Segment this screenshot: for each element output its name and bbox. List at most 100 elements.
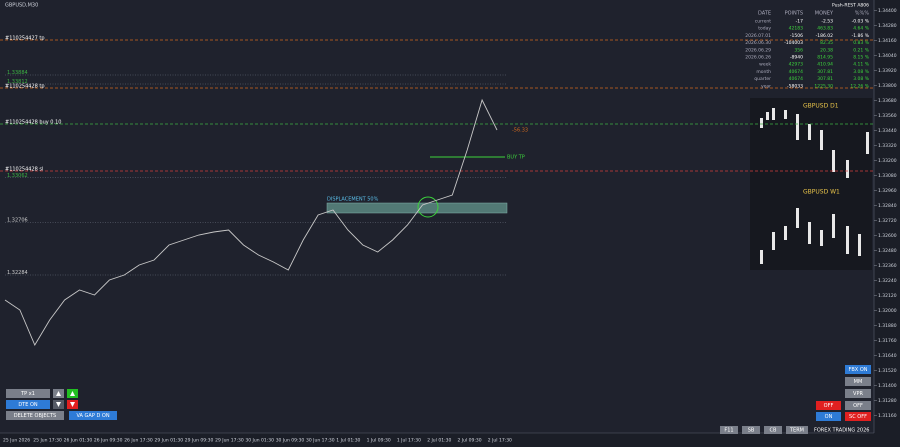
price-tag-label: 1.32706 [7, 217, 28, 223]
button[interactable] [816, 412, 841, 421]
button[interactable] [845, 389, 871, 398]
y-tick-label: 1.33560 [878, 113, 897, 119]
displacement-label: DISPLACEMENT 50% [327, 197, 379, 203]
status-brand: FOREX TRADING 2026 [814, 428, 869, 434]
stats-cell: year [761, 83, 771, 89]
stats-cell: quarter [754, 76, 771, 82]
y-tick-label: 1.33440 [878, 128, 897, 134]
stats-cell: -186.02 [816, 33, 834, 39]
stats-cell: 8.15 % [853, 55, 869, 61]
mini-chart-title: GBPUSD W1 [803, 189, 840, 196]
stats-cell: 40674 [789, 76, 803, 82]
stats-cell: 2026.06.29 [745, 47, 771, 53]
price-tag-label: 1.33062 [7, 173, 28, 179]
price-tag-label: 1.32284 [7, 270, 28, 276]
arrow-down [56, 402, 61, 407]
button-label: FBX ON [849, 367, 868, 373]
x-tick-label: 25 Jun 17:30 [33, 438, 62, 444]
stats-cell: month [756, 69, 771, 75]
stats-cell: 2026.06.26 [745, 55, 771, 61]
x-tick-label: 2 Jul 09:30 [458, 438, 482, 444]
stats-cell: 2026.07.01 [745, 33, 771, 39]
stats-cell: -17 [796, 19, 803, 25]
x-tick-label: 26 Jun 01:30 [64, 438, 93, 444]
y-tick-label: 1.32360 [878, 263, 897, 269]
stats-cell: 82.35 [820, 40, 833, 46]
right-controls: FBX ON MM VPR OFF OFF ON SC OFF [816, 365, 871, 421]
y-tick-label: 1.31520 [878, 368, 897, 374]
stats-cell: 410.94 [817, 62, 833, 68]
stats-cell: 0.83 % [853, 40, 869, 46]
button[interactable] [845, 377, 871, 386]
button[interactable] [6, 411, 64, 420]
status-label: F11 [724, 428, 733, 434]
stats-cell: 42183 [789, 26, 803, 32]
stats-cell: 20.38 [820, 47, 833, 53]
pnl-label: -56.33 [512, 128, 528, 134]
button[interactable] [845, 365, 871, 374]
y-tick-label: 1.31640 [878, 353, 897, 359]
arrow-up [56, 391, 61, 396]
status-label: TERM [789, 428, 804, 434]
stats-header: %%% [855, 11, 870, 17]
y-tick-label: 1.31160 [878, 413, 897, 419]
x-tick-label: 29 Jun 09:30 [185, 438, 214, 444]
x-tick-label: 30 Jun 09:30 [276, 438, 305, 444]
stats-header: POINTS [785, 11, 803, 17]
status-label: SB [748, 428, 755, 434]
stats-cell: 3.08 % [853, 69, 869, 75]
arrow-up [70, 391, 75, 396]
status-button[interactable] [720, 426, 738, 434]
status-button[interactable] [764, 426, 782, 434]
stats-cell: 307.81 [817, 69, 833, 75]
stats-cell: -2.53 [821, 19, 833, 25]
buy-tp-label: BUY TP [507, 155, 525, 161]
displacement-zone [326, 202, 508, 214]
x-tick-label: 29 Jun 01:30 [155, 438, 184, 444]
time-axis-bg [0, 433, 900, 447]
x-tick-label: 30 Jun 01:30 [245, 438, 274, 444]
y-tick-label: 1.34160 [878, 38, 897, 44]
x-tick-label: 26 Jun 09:30 [94, 438, 123, 444]
x-tick-label: 26 Jun 17:30 [124, 438, 153, 444]
x-tick-label: 2 Jul 01:30 [427, 438, 451, 444]
button[interactable] [69, 411, 117, 420]
button-label: SC OFF [849, 414, 867, 420]
status-button[interactable] [786, 426, 808, 434]
order-label: #110254428 tp [5, 84, 45, 90]
y-tick-label: 1.34040 [878, 53, 897, 59]
stats-header: DATE [758, 11, 771, 17]
y-tick-label: 1.32000 [878, 308, 897, 314]
stats-cell: -1.86 % [852, 33, 870, 39]
y-tick-label: 1.33200 [878, 158, 897, 164]
button[interactable] [816, 401, 841, 410]
y-tick-label: 1.31280 [878, 398, 897, 404]
x-tick-label: 25 Jun 2026 [3, 438, 30, 444]
stats-cell: 814.95 [817, 55, 833, 61]
button[interactable] [6, 389, 50, 398]
stats-cell: 356 [794, 47, 803, 53]
button-label: OFF [824, 403, 834, 409]
x-tick-label: 1 Jul 09:30 [367, 438, 391, 444]
stats-cell: 40674 [789, 69, 803, 75]
stats-cell: -104003 [784, 40, 803, 46]
y-tick-label: 1.32240 [878, 278, 897, 284]
y-tick-label: 1.33320 [878, 143, 897, 149]
button[interactable] [845, 412, 871, 421]
stats-cell: 0.21 % [853, 47, 869, 53]
stats-cell: -58033 [787, 83, 803, 89]
button[interactable] [845, 401, 871, 410]
button[interactable] [6, 400, 50, 409]
y-tick-label: 1.32960 [878, 188, 897, 194]
button-label: TP x1 [20, 391, 35, 397]
symbol: GBPUSD,M30 [5, 3, 38, 9]
stats-cell: 2026.06.30 [745, 40, 771, 46]
button-label: MM [854, 379, 863, 385]
stats-cell: -1506 [790, 33, 803, 39]
stats-cell: 12.26 % [850, 83, 869, 89]
stats-cell: 4.64 % [853, 26, 869, 32]
status-button[interactable] [742, 426, 760, 434]
y-tick-label: 1.31400 [878, 383, 897, 389]
x-tick-label: 2 Jul 17:30 [488, 438, 512, 444]
